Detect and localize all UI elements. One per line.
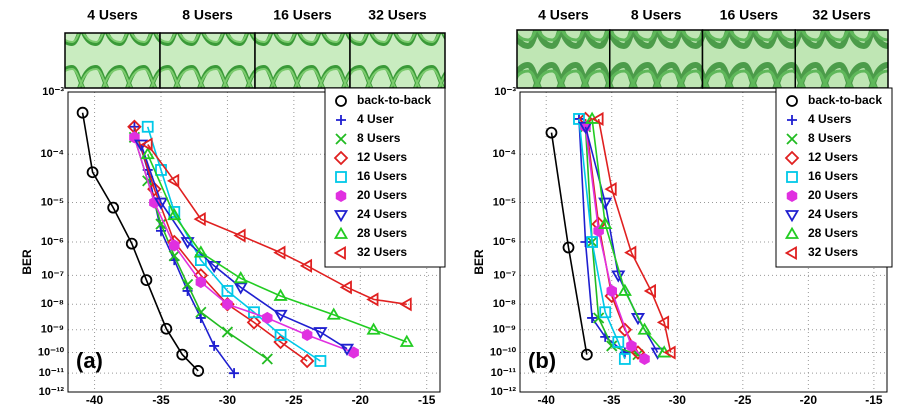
y-tick-label: 10⁻¹¹ xyxy=(39,367,65,379)
y-tick-label: 10⁻⁴ xyxy=(493,148,516,160)
y-tick-label: 10⁻⁸ xyxy=(493,298,516,310)
eye-diagram xyxy=(65,33,160,88)
x-tick-label: -15 xyxy=(865,393,883,404)
y-tick-label: 10⁻⁷ xyxy=(493,269,516,281)
y-tick-label: 10⁻¹⁰ xyxy=(38,346,65,358)
x-tick-label: -40 xyxy=(538,393,556,404)
legend-label: 12 Users xyxy=(808,150,858,164)
eye-label: 4 Users xyxy=(87,7,138,23)
legend-label: 24 Users xyxy=(357,207,407,221)
chart-b: 4 Users 8 Users 16 Users 32 Users -40 -35 -30 -… xyxy=(472,7,892,404)
y-tick-label: 10⁻³ xyxy=(42,86,64,98)
chart-a: 4 Users 8 Users 16 Users 32 Users -40 -35 -30 -… xyxy=(20,7,445,404)
panel-label: (a) xyxy=(76,348,103,373)
legend-label: 28 Users xyxy=(808,226,858,240)
x-tick-label: -20 xyxy=(352,393,370,404)
y-tick-label: 10⁻⁶ xyxy=(41,236,64,248)
x-tick-label: -40 xyxy=(86,393,104,404)
y-tick-label: 10⁻⁵ xyxy=(41,196,64,208)
eye-label: 8 Users xyxy=(182,7,233,23)
x-tick-label: -35 xyxy=(603,393,621,404)
x-tick-label: -20 xyxy=(800,393,818,404)
legend-label: 20 Users xyxy=(357,188,407,202)
x-tick-label: -25 xyxy=(734,393,752,404)
x-tick-label: -30 xyxy=(219,393,237,404)
eye-label: 32 Users xyxy=(812,7,871,23)
y-tick-label: 10⁻¹² xyxy=(39,386,65,398)
marker xyxy=(223,299,232,309)
x-tick-label: -15 xyxy=(418,393,436,404)
figure: 4 Users 8 Users 16 Users 32 Users -40 -35 -30 -… xyxy=(0,0,901,404)
y-axis-label: BER xyxy=(20,249,34,275)
y-tick-label: 10⁻⁸ xyxy=(41,298,64,310)
legend: back-to-back 4 User 8 Users 12 Users 16 User… xyxy=(325,88,445,267)
eye-diagram xyxy=(703,30,796,88)
legend: back-to-back 4 Users 8 Users 12 Users 16 Use… xyxy=(776,88,892,267)
legend-label: 16 Users xyxy=(357,169,407,183)
legend-label: 24 Users xyxy=(808,207,858,221)
panel-label: (b) xyxy=(528,348,556,373)
legend-label: 8 Users xyxy=(808,131,852,145)
legend-label: back-to-back xyxy=(808,93,882,107)
y-tick-label: 10⁻⁶ xyxy=(493,236,516,248)
marker xyxy=(303,330,312,340)
marker xyxy=(197,277,206,287)
y-tick-label: 10⁻¹² xyxy=(491,386,517,398)
eye-label: 16 Users xyxy=(720,7,779,23)
legend-label: 28 Users xyxy=(357,226,407,240)
x-tick-label: -30 xyxy=(669,393,687,404)
eye-diagram xyxy=(255,33,350,88)
eye-diagram xyxy=(517,30,610,88)
x-tick-label: -35 xyxy=(152,393,170,404)
legend-label: 12 Users xyxy=(357,150,407,164)
eye-diagram xyxy=(795,30,888,88)
eye-diagram xyxy=(350,33,445,88)
y-tick-label: 10⁻¹⁰ xyxy=(490,346,517,358)
eye-label: 16 Users xyxy=(273,7,332,23)
legend-label: 32 Users xyxy=(357,245,407,259)
eye-diagram xyxy=(160,33,255,88)
legend-label: 16 Users xyxy=(808,169,858,183)
x-tick-label: -25 xyxy=(285,393,303,404)
legend-label: 20 Users xyxy=(808,188,858,202)
marker xyxy=(627,341,636,351)
marker xyxy=(170,240,179,250)
y-tick-label: 10⁻⁹ xyxy=(493,324,516,336)
marker xyxy=(263,313,272,323)
marker xyxy=(607,286,616,296)
y-tick-label: 10⁻⁵ xyxy=(493,196,516,208)
marker xyxy=(337,191,346,201)
eye-label: 8 Users xyxy=(631,7,682,23)
y-axis-label: BER xyxy=(472,249,486,275)
y-tick-label: 10⁻³ xyxy=(494,86,516,98)
legend-label: back-to-back xyxy=(357,93,431,107)
y-tick-label: 10⁻⁴ xyxy=(41,148,64,160)
legend-label: 8 Users xyxy=(357,131,401,145)
marker xyxy=(788,191,797,201)
eye-label: 4 Users xyxy=(538,7,589,23)
y-tick-label: 10⁻⁷ xyxy=(41,269,64,281)
legend-label: 4 Users xyxy=(808,112,852,126)
y-tick-label: 10⁻¹¹ xyxy=(491,367,517,379)
legend-label: 4 User xyxy=(357,112,394,126)
marker xyxy=(640,354,649,364)
eye-diagram xyxy=(610,30,703,88)
eye-label: 32 Users xyxy=(368,7,427,23)
legend-label: 32 Users xyxy=(808,245,858,259)
y-tick-label: 10⁻⁹ xyxy=(41,324,64,336)
